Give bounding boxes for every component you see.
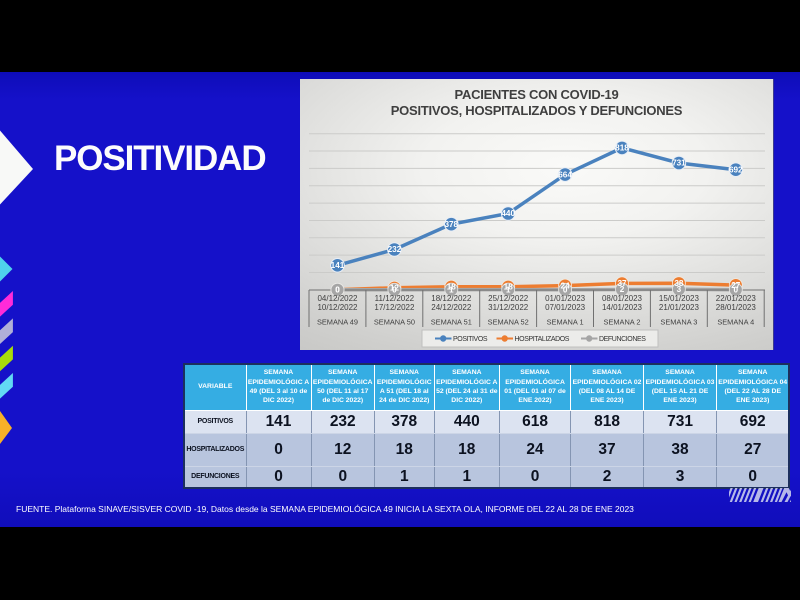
svg-text:18/12/2022: 18/12/2022: [431, 294, 472, 303]
svg-text:0: 0: [392, 286, 397, 295]
svg-text:17/12/2022: 17/12/2022: [374, 303, 415, 312]
svg-text:664: 664: [558, 170, 572, 179]
svg-text:0: 0: [335, 286, 340, 295]
svg-text:SEMANA 52: SEMANA 52: [488, 318, 529, 327]
svg-text:731: 731: [672, 159, 686, 168]
svg-text:27: 27: [731, 281, 741, 290]
svg-text:10/12/2022: 10/12/2022: [317, 303, 358, 312]
svg-text:HOSPITALIZADOS: HOSPITALIZADOS: [515, 336, 570, 343]
svg-text:0: 0: [734, 286, 739, 295]
svg-text:0: 0: [335, 286, 340, 295]
svg-text:18: 18: [447, 282, 457, 291]
svg-text:08/01/2023: 08/01/2023: [602, 294, 643, 303]
svg-text:141: 141: [331, 261, 345, 270]
svg-text:232: 232: [388, 245, 402, 254]
svg-text:1: 1: [449, 285, 454, 294]
svg-text:14/01/2023: 14/01/2023: [602, 303, 643, 312]
svg-text:12: 12: [390, 283, 400, 292]
svg-text:01/01/2023: 01/01/2023: [545, 294, 586, 303]
svg-text:24: 24: [561, 281, 571, 290]
svg-text:07/01/2023: 07/01/2023: [545, 303, 586, 312]
svg-text:37: 37: [617, 279, 627, 288]
svg-text:DEFUNCIONES: DEFUNCIONES: [599, 336, 646, 343]
svg-text:18: 18: [504, 282, 514, 291]
svg-text:21/01/2023: 21/01/2023: [659, 303, 700, 312]
svg-text:818: 818: [615, 144, 629, 153]
svg-text:692: 692: [729, 165, 743, 174]
svg-text:SEMANA 4: SEMANA 4: [717, 318, 754, 327]
svg-text:440: 440: [501, 209, 515, 218]
svg-text:31/12/2022: 31/12/2022: [488, 303, 529, 312]
svg-text:25/12/2022: 25/12/2022: [488, 294, 529, 303]
svg-text:24/12/2022: 24/12/2022: [431, 303, 472, 312]
svg-text:378: 378: [444, 220, 458, 229]
svg-text:3: 3: [677, 285, 682, 294]
svg-text:SEMANA 49: SEMANA 49: [317, 318, 358, 327]
svg-text:SEMANA 51: SEMANA 51: [431, 318, 472, 327]
svg-text:38: 38: [674, 279, 684, 288]
svg-text:SEMANA 50: SEMANA 50: [374, 318, 415, 327]
svg-text:04/12/2022: 04/12/2022: [317, 294, 358, 303]
svg-text:POSITIVOS: POSITIVOS: [453, 336, 488, 343]
svg-text:SEMANA 2: SEMANA 2: [604, 318, 641, 327]
svg-text:2: 2: [620, 285, 625, 294]
svg-text:15/01/2023: 15/01/2023: [659, 294, 700, 303]
svg-text:SEMANA 1: SEMANA 1: [547, 318, 584, 327]
svg-text:28/01/2023: 28/01/2023: [716, 303, 757, 312]
svg-text:22/01/2023: 22/01/2023: [716, 294, 757, 303]
svg-text:SEMANA 3: SEMANA 3: [660, 318, 697, 327]
svg-text:0: 0: [563, 286, 568, 295]
svg-text:1: 1: [506, 285, 511, 294]
svg-text:11/12/2022: 11/12/2022: [375, 294, 415, 303]
